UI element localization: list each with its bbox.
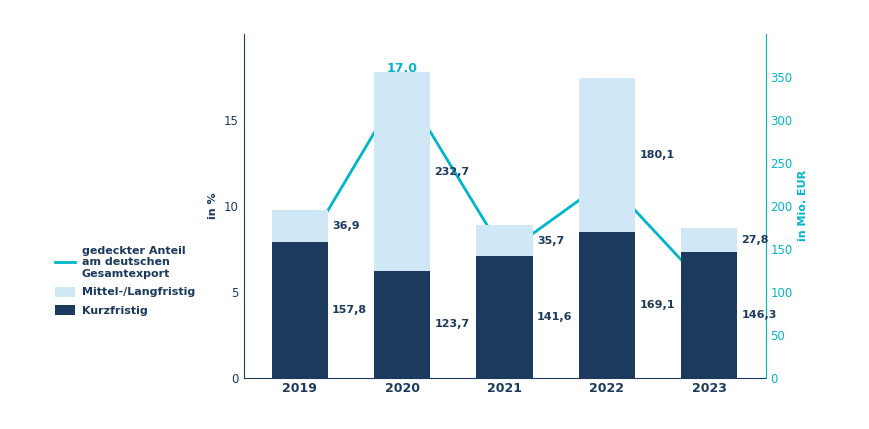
- Bar: [271, 242, 328, 378]
- Text: 146,3: 146,3: [740, 310, 776, 320]
- Text: 36,9: 36,9: [332, 221, 360, 231]
- Bar: [374, 72, 430, 272]
- Text: 141,6: 141,6: [536, 312, 572, 322]
- Bar: [476, 256, 532, 378]
- Text: 169,1: 169,1: [639, 300, 674, 310]
- Legend: gedeckter Anteil
am deutschen
Gesamtexport, Mittel-/Langfristig, Kurzfristig: gedeckter Anteil am deutschen Gesamtexpo…: [50, 241, 199, 320]
- Text: 7,0: 7,0: [281, 233, 302, 245]
- Bar: [578, 233, 634, 378]
- Text: 35,7: 35,7: [536, 236, 563, 246]
- Bar: [271, 211, 328, 242]
- Bar: [578, 78, 634, 233]
- Text: 123,7: 123,7: [434, 320, 469, 329]
- Bar: [476, 225, 532, 256]
- Text: 232,7: 232,7: [434, 166, 469, 177]
- Bar: [374, 272, 430, 378]
- Bar: [680, 252, 737, 378]
- Text: 11,5: 11,5: [591, 156, 621, 169]
- Text: 7,2: 7,2: [485, 230, 507, 243]
- Bar: [680, 228, 737, 252]
- Text: 157,8: 157,8: [332, 305, 367, 315]
- Text: 27,8: 27,8: [740, 235, 768, 245]
- Text: 5,1: 5,1: [687, 266, 709, 279]
- Y-axis label: in Mio. EUR: in Mio. EUR: [798, 170, 807, 242]
- Text: 17,0: 17,0: [387, 62, 417, 75]
- Text: 180,1: 180,1: [639, 150, 673, 160]
- Y-axis label: in %: in %: [208, 193, 218, 219]
